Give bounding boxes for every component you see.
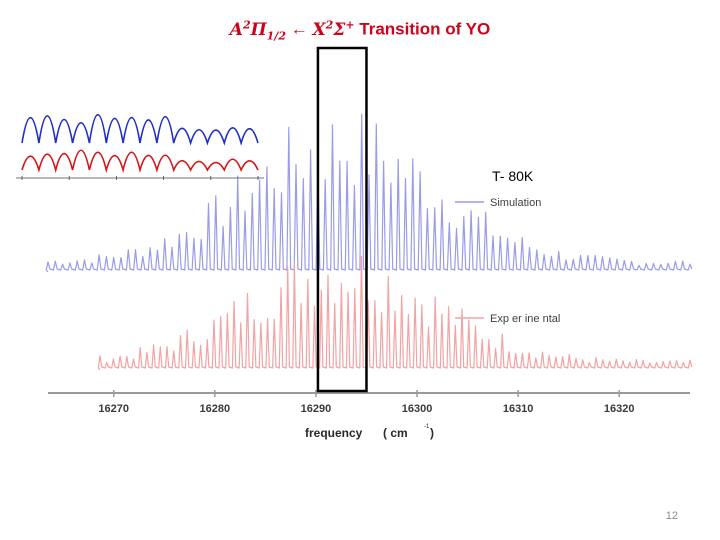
x-axis-label: frequency — [305, 426, 363, 440]
simulation-spectrum-line — [45, 113, 693, 273]
x-axis-unit: ( cm — [383, 426, 408, 440]
temperature-label: T- 80K — [492, 168, 534, 184]
x-axis-unit-close: ) — [430, 426, 434, 440]
page-number: 12 — [665, 510, 678, 522]
x-tick-label: 16320 — [604, 403, 635, 415]
title-state-X: X2Σ+ — [312, 18, 355, 40]
x-tick-label: 16300 — [402, 403, 433, 415]
legend-label: Exp er ine ntal — [490, 313, 560, 325]
x-tick-label: 16310 — [503, 403, 534, 415]
x-tick-label: 16280 — [200, 403, 231, 415]
title-arrow: ← — [285, 19, 313, 39]
title-state-A: A2Π1/2 — [229, 18, 286, 43]
title-text: Transition of YO — [354, 19, 491, 39]
experimental-spectrum-line — [97, 255, 693, 371]
x-axis-unit-exponent: -1 — [424, 424, 430, 430]
inset-experimental-line — [21, 149, 259, 174]
x-tick-label: 16290 — [301, 403, 332, 415]
inset-simulation-line — [21, 113, 259, 146]
highlight-box — [316, 46, 368, 393]
slide-title: A2Π1/2 ← X2Σ+ Transition of YO — [0, 18, 720, 42]
x-tick-label: 16270 — [98, 403, 129, 415]
legend-label: Simulation — [490, 197, 541, 209]
